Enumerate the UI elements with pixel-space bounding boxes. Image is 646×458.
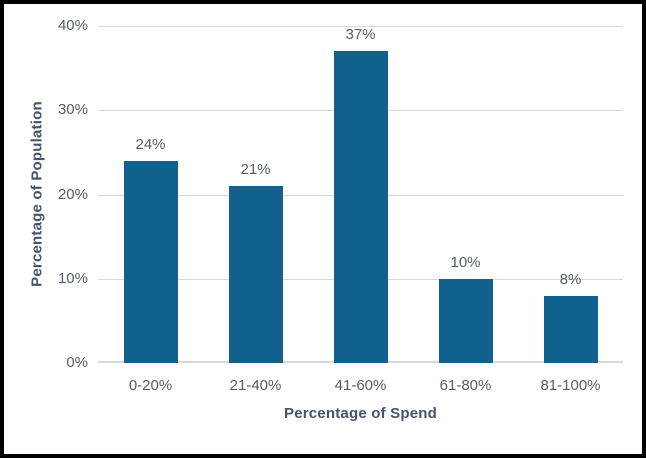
bar-value-label: 24% — [135, 135, 166, 153]
x-tick-label: 61-80% — [439, 377, 492, 394]
bar — [123, 160, 178, 363]
bar-series: 24% 21% 37% 10% 8% — [98, 26, 623, 363]
bar-slot: 24% — [98, 26, 203, 363]
bar — [333, 51, 388, 363]
bar — [543, 295, 598, 363]
bar-slot: 8% — [518, 26, 623, 363]
y-axis-title: Percentage of Population — [28, 101, 45, 287]
bar — [228, 186, 283, 363]
x-tick-label: 0-20% — [128, 377, 173, 394]
bar-value-label: 37% — [345, 26, 376, 44]
bar-slot: 21% — [203, 26, 308, 363]
x-tick-label: 21-40% — [229, 377, 282, 394]
plot-area: 24% 21% 37% 10% 8% — [98, 26, 623, 363]
y-tick-label: 20% — [57, 185, 88, 203]
bar-value-label: 21% — [240, 161, 271, 179]
x-axis-tick-labels: 0-20% 21-40% 41-60% 61-80% 81-100% — [98, 376, 623, 396]
bar-slot: 10% — [413, 26, 518, 363]
y-tick-label: 10% — [57, 269, 88, 287]
bar-slot: 37% — [308, 26, 413, 363]
bar-value-label: 10% — [450, 253, 481, 271]
y-tick-label: 0% — [66, 354, 88, 371]
x-axis-title: Percentage of Spend — [283, 405, 437, 422]
x-tick-label: 41-60% — [334, 377, 387, 394]
bar-value-label: 8% — [559, 270, 582, 288]
gridline — [98, 26, 623, 27]
bar — [438, 278, 493, 363]
y-tick-label: 30% — [57, 101, 88, 119]
y-tick-label: 40% — [57, 17, 88, 34]
y-axis-tick-labels: 0% 10% 20% 30% 40% — [24, 17, 88, 371]
x-tick-label: 81-100% — [540, 377, 601, 394]
